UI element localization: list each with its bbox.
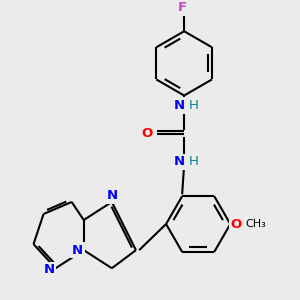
Text: H: H — [189, 99, 199, 112]
Text: N: N — [72, 244, 83, 256]
Text: N: N — [174, 155, 185, 168]
Text: O: O — [231, 218, 242, 230]
Text: CH₃: CH₃ — [245, 219, 266, 229]
Text: H: H — [189, 155, 199, 168]
Text: N: N — [174, 99, 185, 112]
Text: O: O — [142, 127, 153, 140]
Text: N: N — [106, 189, 117, 202]
Text: N: N — [44, 263, 55, 276]
Text: F: F — [178, 2, 187, 14]
